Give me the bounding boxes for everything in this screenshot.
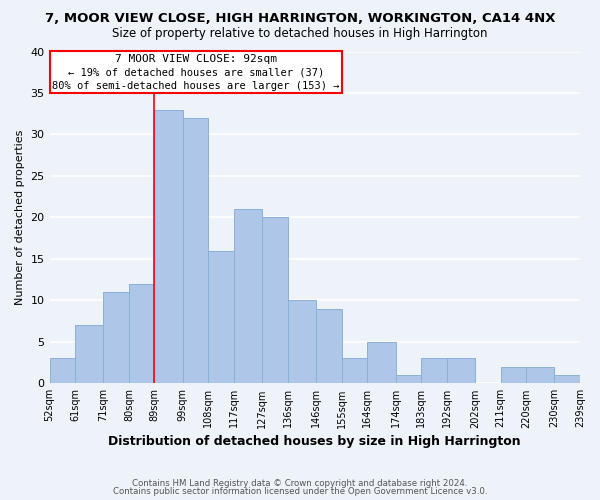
Bar — [103, 292, 129, 384]
Bar — [75, 326, 103, 384]
Bar — [208, 250, 234, 384]
Bar — [183, 118, 208, 384]
Bar — [526, 366, 554, 384]
Text: 80% of semi-detached houses are larger (153) →: 80% of semi-detached houses are larger (… — [52, 80, 340, 90]
Bar — [342, 358, 367, 384]
Bar — [262, 218, 288, 384]
Text: 7, MOOR VIEW CLOSE, HIGH HARRINGTON, WORKINGTON, CA14 4NX: 7, MOOR VIEW CLOSE, HIGH HARRINGTON, WOR… — [45, 12, 555, 26]
Bar — [395, 375, 421, 384]
Bar — [50, 52, 342, 93]
Text: Size of property relative to detached houses in High Harrington: Size of property relative to detached ho… — [112, 28, 488, 40]
Bar — [288, 300, 316, 384]
X-axis label: Distribution of detached houses by size in High Harrington: Distribution of detached houses by size … — [109, 434, 521, 448]
Bar — [554, 375, 580, 384]
Text: ← 19% of detached houses are smaller (37): ← 19% of detached houses are smaller (37… — [68, 67, 324, 77]
Bar — [446, 358, 475, 384]
Text: Contains HM Land Registry data © Crown copyright and database right 2024.: Contains HM Land Registry data © Crown c… — [132, 478, 468, 488]
Bar — [129, 284, 154, 384]
Bar — [50, 358, 75, 384]
Bar — [154, 110, 183, 384]
Bar — [234, 209, 262, 384]
Text: Contains public sector information licensed under the Open Government Licence v3: Contains public sector information licen… — [113, 487, 487, 496]
Bar — [367, 342, 395, 384]
Bar — [316, 308, 342, 384]
Text: 7 MOOR VIEW CLOSE: 92sqm: 7 MOOR VIEW CLOSE: 92sqm — [115, 54, 277, 64]
Y-axis label: Number of detached properties: Number of detached properties — [15, 130, 25, 305]
Bar — [500, 366, 526, 384]
Bar — [421, 358, 446, 384]
